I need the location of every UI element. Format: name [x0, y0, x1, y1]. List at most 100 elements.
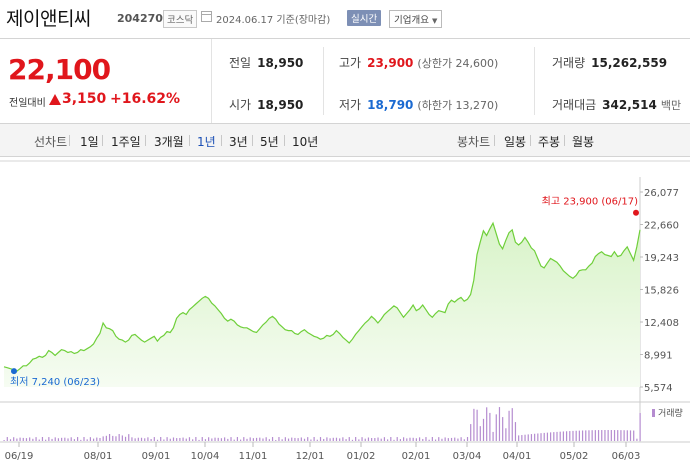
volume-bar — [278, 437, 280, 441]
volume-bar — [345, 439, 347, 441]
volume-bar — [406, 438, 408, 441]
y-tick-label: 19,243 — [644, 253, 679, 264]
tab-period[interactable]: 1일 — [80, 135, 99, 149]
volume-bar — [233, 439, 235, 441]
volume-bar — [562, 431, 564, 441]
volume-bar — [89, 437, 91, 441]
volume-bar — [447, 438, 449, 441]
trade-amount: 거래대금 342,514 백만 — [552, 96, 681, 113]
high-price: 고가 23,900 (상한가 24,600) — [339, 54, 498, 71]
volume-bar — [192, 439, 194, 441]
volume-bar — [342, 437, 344, 441]
volume-bar — [565, 431, 568, 441]
tab-period[interactable]: 1주일 — [111, 135, 141, 149]
volume-bar — [524, 434, 526, 441]
volume-bar — [240, 439, 242, 441]
volume-bar — [45, 439, 47, 441]
tab-period-active[interactable]: 1년 — [197, 135, 216, 149]
volume-bar — [185, 438, 187, 441]
volume-bar — [96, 437, 98, 441]
volume-bar — [230, 437, 232, 441]
company-overview-select[interactable]: 기업개요 ▼ — [389, 10, 443, 28]
lower-limit: (하한가 13,270) — [417, 99, 499, 112]
volume-bar — [374, 438, 376, 441]
volume-bar — [329, 438, 331, 441]
volume-bar — [591, 430, 593, 441]
volume-bar — [601, 430, 603, 441]
volume-bar — [182, 437, 184, 441]
open-label: 시가 — [229, 98, 252, 112]
tab-period[interactable]: 3개월 — [154, 135, 184, 149]
volume-bar — [626, 430, 628, 441]
volume-bar — [620, 430, 622, 441]
volume-bar — [530, 434, 533, 441]
volume-bar — [498, 407, 501, 441]
volume-bar — [67, 438, 69, 441]
volume-bar — [211, 438, 213, 441]
volume-bar — [476, 409, 478, 441]
volume-bar — [473, 408, 475, 441]
tab-candle[interactable]: 주봉 — [538, 135, 561, 149]
chevron-down-icon: ▼ — [431, 17, 438, 25]
volume-bar — [383, 437, 386, 441]
volume-bar — [355, 437, 357, 441]
y-tick-label: 26,077 — [644, 188, 679, 199]
chart-tabs: 선차트 1일 1주일 3개월 1년 3년 5년 10년 봉차트 일봉 주봉 월봉 — [0, 124, 690, 157]
volume-bar — [639, 413, 641, 441]
price-summary: 22,100 전일대비 3,150 +16.62% 전일 18,950 시가 18,… — [0, 38, 690, 124]
volume-bar — [572, 430, 574, 441]
y-tick-label: 12,408 — [644, 318, 679, 329]
volume-bar — [323, 438, 325, 441]
up-arrow-icon — [49, 94, 61, 105]
volume-bar — [252, 438, 254, 441]
volume-bar — [281, 439, 283, 441]
candle-chart-label: 봉차트 — [457, 135, 491, 149]
realtime-button[interactable]: 실시간 — [347, 10, 382, 26]
tab-period[interactable]: 5년 — [260, 135, 279, 149]
volume-bar — [13, 437, 15, 441]
low-marker — [11, 368, 17, 375]
volume-bar — [367, 437, 370, 441]
volume-bar — [518, 435, 520, 441]
x-tick-label: 06/19 — [5, 451, 34, 462]
volume-bar — [450, 437, 453, 441]
volume-bar — [387, 439, 389, 441]
volume-bar — [588, 430, 590, 441]
volume-bar — [150, 439, 152, 441]
x-tick-label: 10/04 — [191, 451, 220, 462]
volume-bar — [83, 437, 85, 441]
volume-bar — [275, 439, 277, 441]
volume-bar — [629, 430, 632, 441]
divider — [69, 135, 70, 146]
line-chart-label: 선차트 — [34, 135, 68, 149]
volume-bar — [259, 437, 261, 441]
volume-bar — [613, 430, 616, 441]
volume-bar — [569, 431, 571, 441]
volume-bar — [166, 437, 168, 441]
x-tick-label: 03/04 — [453, 451, 482, 462]
tab-candle[interactable]: 월봉 — [572, 135, 595, 149]
open-value: 18,950 — [257, 98, 304, 112]
volume-bar — [431, 437, 433, 441]
tab-period[interactable]: 10년 — [292, 135, 319, 149]
volume-bar — [22, 437, 24, 441]
high-annotation: 최고 23,900 (06/17) — [542, 196, 638, 208]
divider — [284, 135, 285, 146]
stock-code: 204270 — [117, 12, 163, 25]
volume-bar — [73, 439, 76, 441]
volume-bar — [495, 414, 497, 441]
divider — [221, 135, 222, 146]
tab-period[interactable]: 3년 — [229, 135, 248, 149]
volume-bar — [169, 438, 171, 441]
price-chart[interactable]: 26,077 22,660 19,243 15,826 12,408 8,991 5,574… — [0, 157, 690, 469]
volume-bar — [77, 437, 79, 441]
volume-legend-label: 거래량 — [658, 407, 683, 419]
volume-bar — [537, 433, 539, 441]
prev-close-value: 18,950 — [257, 56, 304, 70]
x-tick-label: 04/01 — [503, 451, 532, 462]
y-tick-label: 22,660 — [644, 221, 679, 232]
low-label: 저가 — [339, 98, 362, 112]
volume-bar — [463, 439, 465, 441]
divider — [145, 135, 146, 146]
tab-candle[interactable]: 일봉 — [504, 135, 527, 149]
